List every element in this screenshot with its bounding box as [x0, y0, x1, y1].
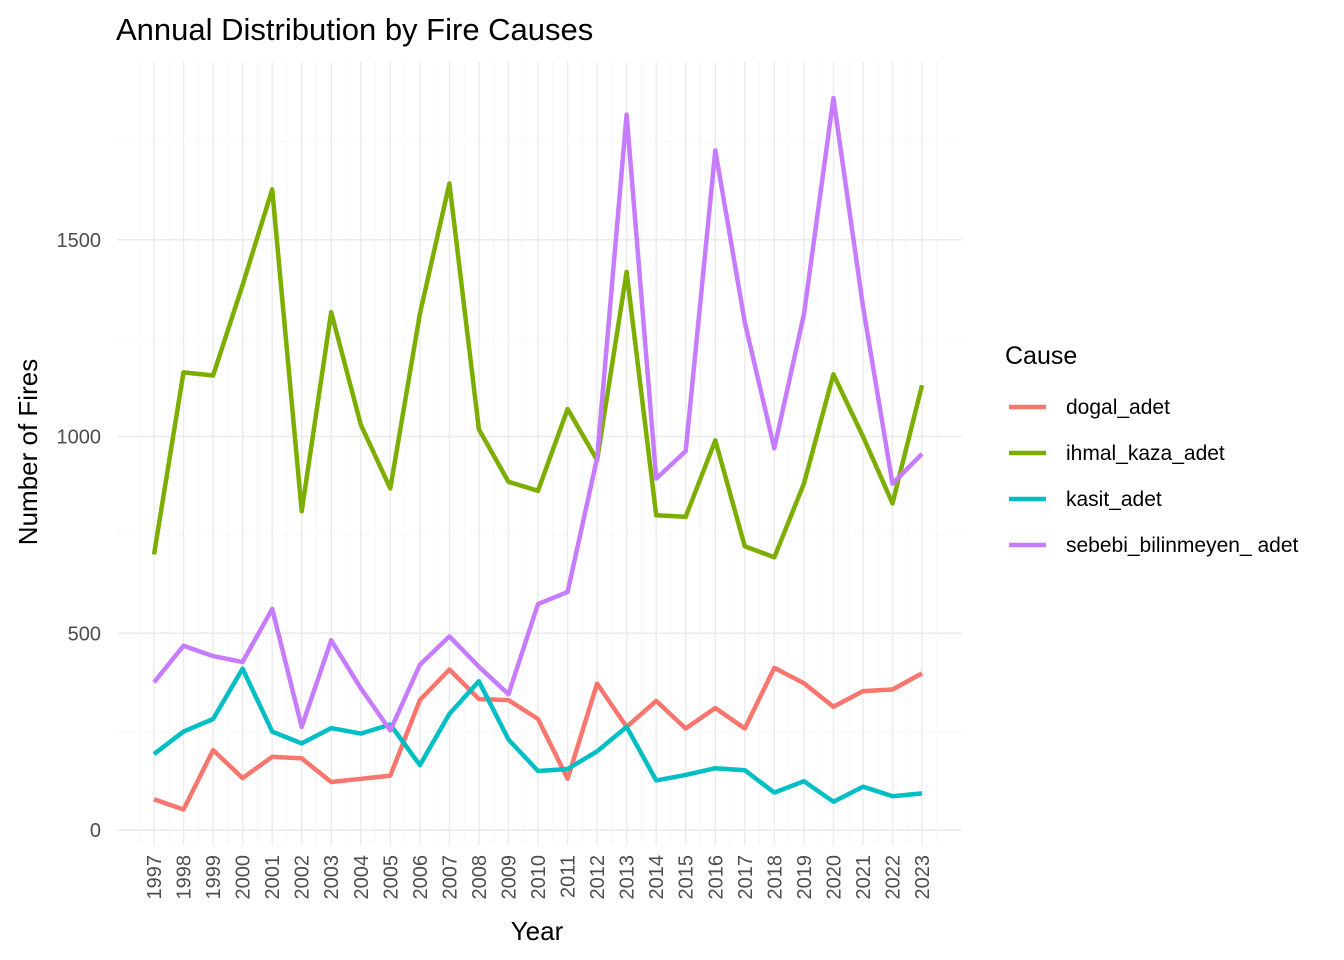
- series-lines: [151, 95, 925, 812]
- x-tick-label: 2008: [469, 855, 491, 900]
- x-tick-label: 2000: [233, 855, 255, 900]
- x-tick-label: 2014: [646, 855, 668, 900]
- legend-label: sebebi_bilinmeyen_ adet: [1066, 534, 1298, 557]
- x-axis-ticks: 1997 1998 1999 2000 2001 2002 2003 2004 2005 2006…: [144, 855, 934, 900]
- x-tick-label: 2013: [617, 855, 639, 900]
- legend-label: kasit_adet: [1066, 488, 1162, 511]
- chart-title: Annual Distribution by Fire Causes: [116, 12, 593, 47]
- x-tick-label: 2020: [823, 855, 845, 900]
- y-tick-label: 1500: [57, 230, 102, 252]
- x-tick-label: 2009: [498, 855, 520, 900]
- x-tick-label: 2019: [794, 855, 816, 900]
- x-tick-label: 2007: [439, 855, 461, 900]
- x-tick-label: 2003: [321, 855, 343, 900]
- series-line-sebebi-bilinmeyen-adet: [152, 95, 924, 733]
- x-tick-label: 2006: [410, 855, 432, 900]
- x-tick-label: 1998: [174, 855, 196, 900]
- x-tick-label: 2002: [292, 855, 314, 900]
- x-tick-label: 2017: [735, 855, 757, 900]
- x-tick-label: 2018: [764, 855, 786, 900]
- x-tick-label: 2010: [528, 855, 550, 900]
- x-tick-label: 2015: [676, 855, 698, 900]
- y-tick-label: 500: [68, 623, 101, 645]
- x-tick-label: 1999: [203, 855, 225, 900]
- x-tick-label: 1997: [144, 855, 166, 900]
- x-tick-label: 2004: [351, 855, 373, 900]
- x-tick-label: 2021: [853, 855, 875, 900]
- x-axis-title: Year: [511, 916, 564, 946]
- x-tick-label: 2022: [883, 855, 905, 900]
- x-tick-label: 2005: [380, 855, 402, 900]
- x-tick-label: 2016: [705, 855, 727, 900]
- legend-label: dogal_adet: [1066, 396, 1170, 419]
- legend-label: ihmal_kaza_adet: [1066, 442, 1225, 465]
- y-tick-label: 1000: [57, 427, 102, 449]
- x-tick-label: 2011: [558, 855, 580, 898]
- legend-title: Cause: [1005, 342, 1077, 370]
- series-line-dogal-adet: [153, 665, 924, 812]
- series-line-kasit-adet: [152, 666, 923, 804]
- y-axis-ticks: 0 500 1000 1500: [57, 230, 102, 842]
- series-line-ihmal-kaza-adet: [151, 181, 925, 560]
- x-tick-label: 2012: [587, 855, 609, 900]
- grid: [117, 62, 962, 845]
- y-tick-label: 0: [90, 820, 101, 842]
- x-tick-label: 2023: [912, 855, 934, 900]
- y-axis-title: Number of Fires: [13, 359, 43, 545]
- legend: Cause dogal_adet ihmal_kaza_adet kasit_ade…: [1005, 342, 1298, 557]
- x-tick-label: 2001: [262, 855, 284, 900]
